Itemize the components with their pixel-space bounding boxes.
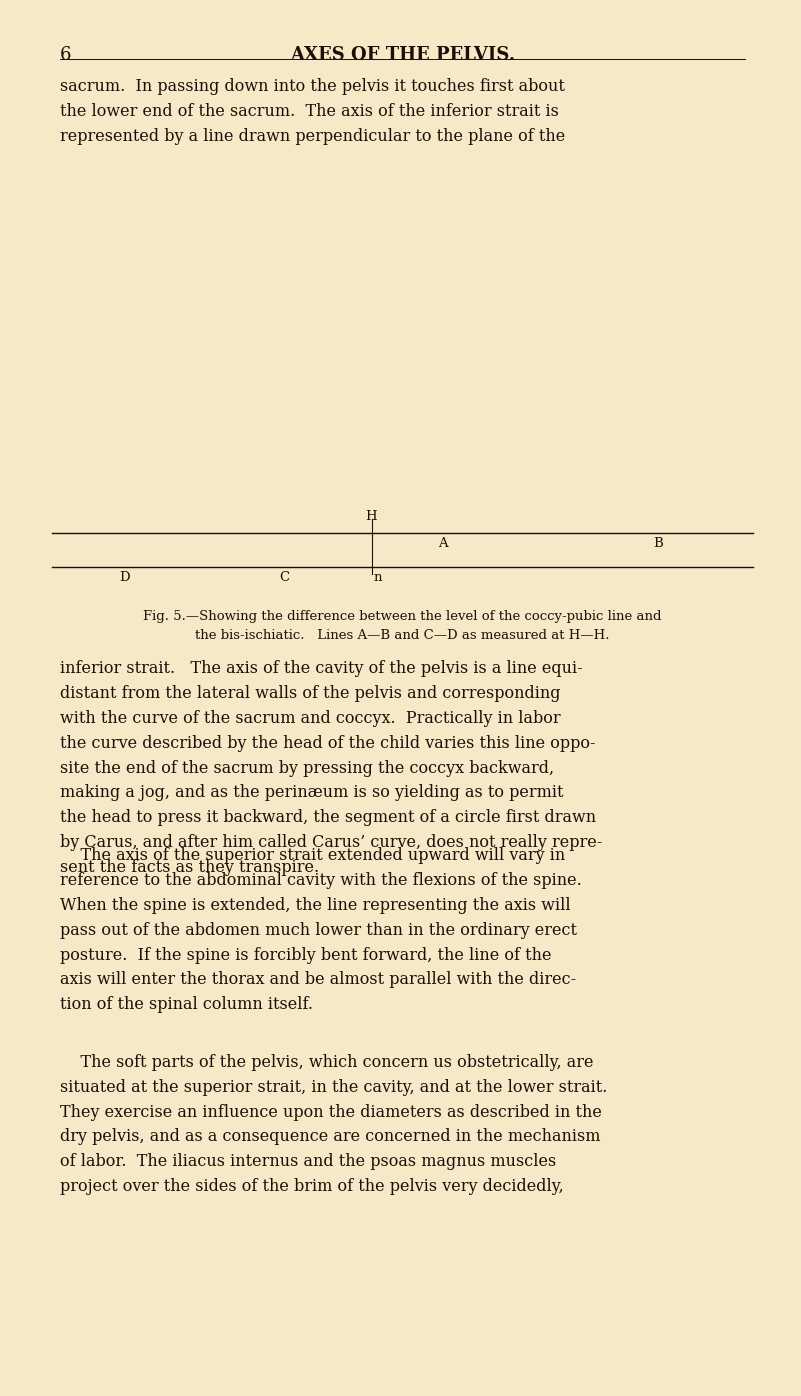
Text: The soft parts of the pelvis, which concern us obstetrically, are
situated at th: The soft parts of the pelvis, which conc… (60, 1054, 607, 1195)
Text: Fig. 5.—Showing the difference between the level of the coccy-pubic line and
the: Fig. 5.—Showing the difference between t… (143, 610, 662, 642)
Text: n: n (374, 571, 382, 584)
Text: 6: 6 (60, 46, 71, 64)
Text: The axis of the superior strait extended upward will vary in
reference to the ab: The axis of the superior strait extended… (60, 847, 582, 1013)
Text: D: D (119, 571, 130, 584)
Text: B: B (654, 537, 663, 550)
Text: sacrum.  In passing down into the pelvis it touches first about
the lower end of: sacrum. In passing down into the pelvis … (60, 78, 566, 145)
Text: inferior strait.   The axis of the cavity of the pelvis is a line equi-
distant : inferior strait. The axis of the cavity … (60, 660, 602, 875)
Text: AXES OF THE PELVIS.: AXES OF THE PELVIS. (290, 46, 515, 64)
Text: H: H (365, 511, 376, 524)
Text: C: C (280, 571, 289, 584)
Text: A: A (438, 537, 448, 550)
